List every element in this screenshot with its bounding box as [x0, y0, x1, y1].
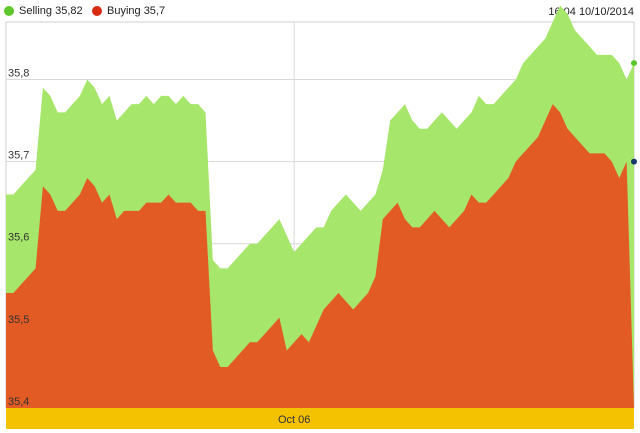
legend-buying-label: Buying 35,7 — [107, 5, 166, 17]
x-axis-band — [6, 408, 634, 429]
y-tick-label-2: 35,6 — [8, 232, 29, 244]
selling-end-point — [631, 60, 637, 67]
y-tick-label-3: 35,7 — [8, 150, 29, 162]
legend-selling-label: Selling 35,82 — [19, 5, 83, 17]
legend-buying[interactable]: Buying 35,7 — [92, 5, 165, 17]
y-tick-label-0: 35,4 — [8, 396, 29, 408]
legend-selling[interactable]: Selling 35,82 — [4, 5, 83, 17]
chart-legend: Selling 35,82 Buying 35,7 16:04 10/10/20… — [0, 0, 640, 22]
buying-end-point — [631, 158, 637, 165]
y-tick-label-1: 35,5 — [8, 314, 29, 326]
last-updated-timestamp: 16:04 10/10/2014 — [548, 6, 634, 18]
x-tick-label-0: Oct 06 — [278, 414, 310, 426]
buying-area — [6, 104, 634, 408]
y-tick-label-4: 35,8 — [8, 67, 29, 79]
buying-dot-icon — [92, 6, 102, 16]
selling-dot-icon — [4, 6, 14, 16]
